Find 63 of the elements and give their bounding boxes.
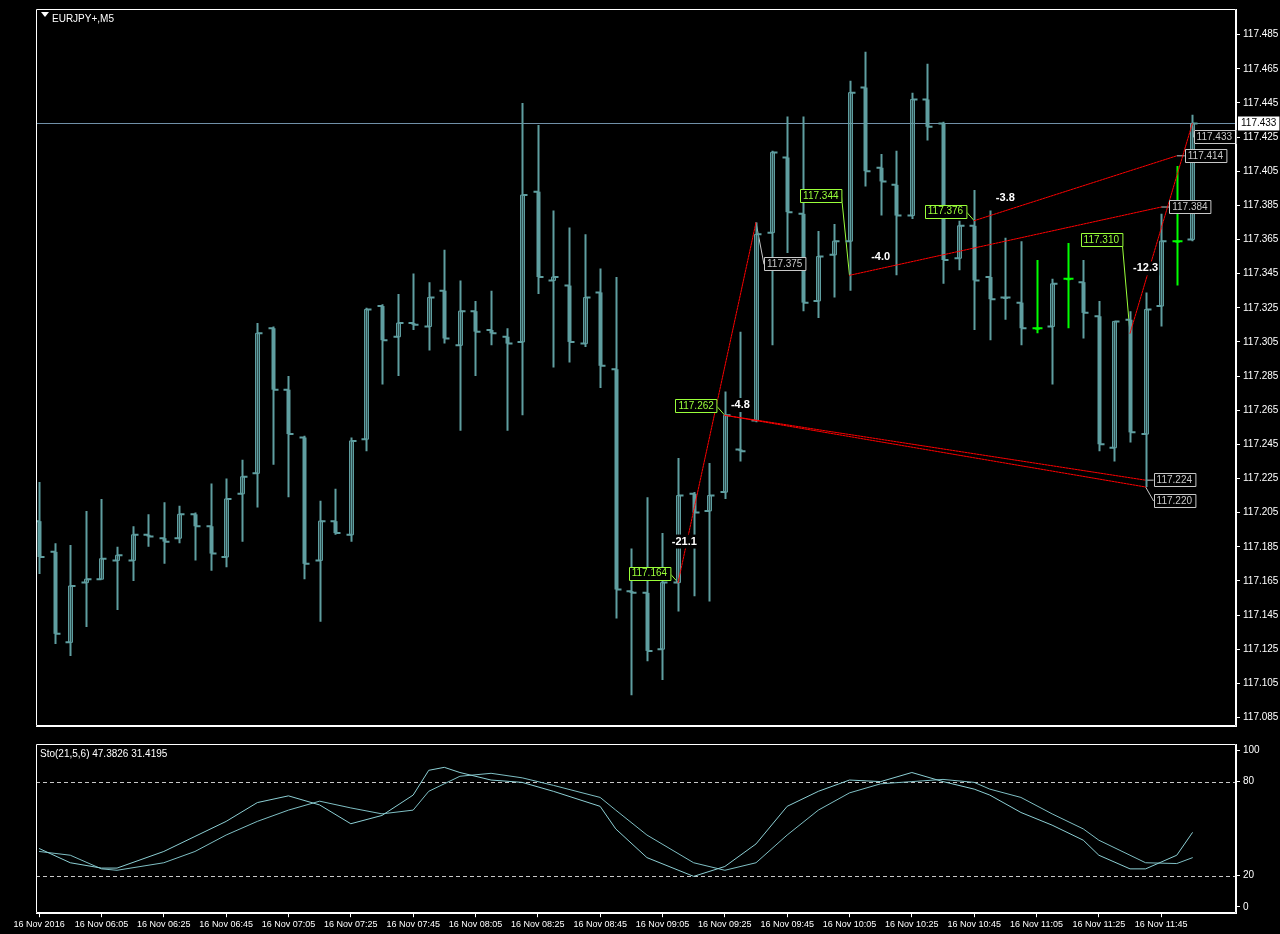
chart-title: EURJPY+,M5 [52, 12, 115, 24]
y-tick-label: 80 [1243, 775, 1255, 787]
y-tick-label: 117.385 [1243, 199, 1279, 211]
y-tick-label: 117.145 [1243, 608, 1279, 620]
x-tick-label: 16 Nov 07:05 [261, 919, 316, 930]
x-tick-label: 16 Nov 06:25 [137, 919, 191, 930]
x-tick-label: 16 Nov 09:45 [760, 919, 814, 930]
y-tick-label: 117.465 [1243, 62, 1279, 74]
x-tick-label: 16 Nov 11:25 [1072, 919, 1126, 930]
y-tick-label: 117.125 [1243, 642, 1279, 654]
annotation: 117.375 [767, 258, 803, 270]
annotation: 117.220 [1156, 494, 1193, 506]
x-tick-label: 16 Nov 08:05 [448, 919, 503, 930]
y-tick-label: 117.185 [1243, 540, 1279, 552]
y-tick-label: 117.345 [1243, 267, 1279, 279]
y-tick-label: 117.165 [1243, 574, 1279, 586]
ref-line-label: 117.433 [1241, 117, 1277, 129]
x-tick-label: 16 Nov 11:45 [1134, 919, 1188, 930]
annotation: 117.414 [1187, 149, 1224, 161]
annotation: -4.0 [871, 249, 891, 262]
y-tick-label: 117.445 [1243, 96, 1279, 108]
y-tick-label: 117.405 [1243, 164, 1279, 176]
annotation: -21.1 [671, 534, 697, 547]
y-tick-label: 117.485 [1243, 28, 1279, 40]
x-tick-label: 16 Nov 2016 [13, 919, 65, 930]
y-tick-label: 117.105 [1243, 677, 1279, 689]
annotation: 117.310 [1083, 234, 1120, 246]
y-tick-label: 117.225 [1243, 472, 1279, 484]
annotation: 117.164 [631, 567, 668, 579]
x-tick-label: 16 Nov 07:25 [324, 919, 378, 930]
x-tick-label: 16 Nov 10:45 [947, 919, 1001, 930]
y-tick-label: 0 [1243, 900, 1249, 912]
annotation: -4.8 [730, 398, 750, 411]
annotation: -12.3 [1133, 261, 1159, 274]
annotation: 117.224 [1156, 473, 1193, 485]
annotation: 117.344 [803, 190, 839, 202]
chart-title: Sto(21,5,6) 47.3826 31.4195 [40, 747, 168, 759]
x-tick-label: 16 Nov 10:25 [885, 919, 939, 930]
y-tick-label: 117.205 [1243, 506, 1279, 518]
annotation: -3.8 [995, 191, 1015, 204]
x-tick-label: 16 Nov 06:05 [74, 919, 129, 930]
annotation: 117.262 [678, 400, 715, 412]
annotation: 117.384 [1172, 200, 1209, 212]
x-tick-label: 16 Nov 06:45 [199, 919, 253, 930]
y-tick-label: 117.085 [1243, 711, 1279, 723]
y-tick-label: 20 [1243, 869, 1255, 881]
y-tick-label: 100 [1243, 744, 1261, 756]
y-tick-label: 117.285 [1243, 369, 1279, 381]
annotation: 117.433 [1196, 131, 1233, 143]
x-tick-label: 16 Nov 09:05 [635, 919, 690, 930]
x-tick-label: 16 Nov 10:05 [822, 919, 877, 930]
y-tick-label: 117.265 [1243, 403, 1279, 415]
x-tick-label: 16 Nov 07:45 [386, 919, 440, 930]
y-tick-label: 117.305 [1243, 335, 1279, 347]
y-tick-label: 117.425 [1243, 130, 1279, 142]
annotation: 117.376 [927, 205, 964, 217]
y-tick-label: 117.365 [1243, 233, 1279, 245]
x-tick-label: 16 Nov 09:25 [698, 919, 752, 930]
x-tick-label: 16 Nov 11:05 [1010, 919, 1063, 930]
x-tick-label: 16 Nov 08:25 [511, 919, 565, 930]
y-tick-label: 117.245 [1243, 438, 1279, 450]
y-tick-label: 117.325 [1243, 301, 1279, 313]
x-tick-label: 16 Nov 08:45 [573, 919, 627, 930]
